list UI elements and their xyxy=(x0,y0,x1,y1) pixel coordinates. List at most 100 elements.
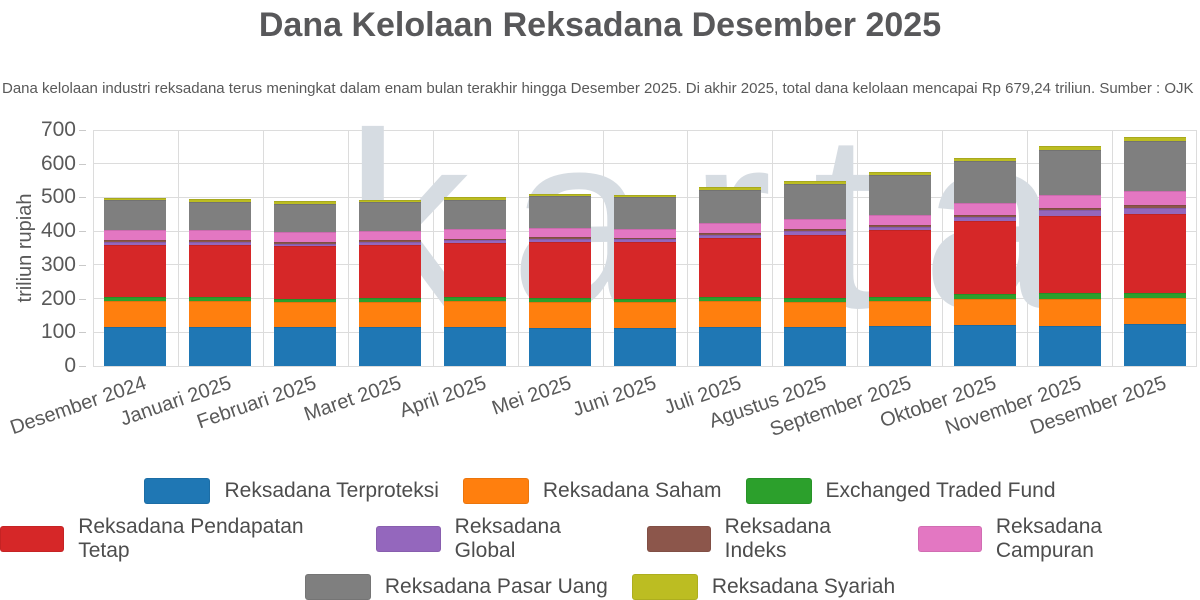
bar-segment-reksadana-terproteksi xyxy=(274,327,337,366)
legend-label-reksadana-syariah: Reksadana Syariah xyxy=(711,575,896,598)
bar-segment-reksadana-terproteksi xyxy=(698,327,761,366)
v-gridline-3 xyxy=(347,130,349,366)
bar-segment-reksadana-syariah xyxy=(783,181,846,185)
y-tick-mark-100 xyxy=(79,332,86,334)
bar-segment-reksadana-campuran xyxy=(189,230,252,241)
legend-row-2: Reksadana Pendapatan Tetap Reksadana Glob… xyxy=(0,515,1200,563)
legend-swatch-reksadana-pasar-uang-icon xyxy=(304,574,371,600)
bar-segment-reksadana-global xyxy=(104,241,167,245)
bar-segment-reksadana-global xyxy=(1123,207,1186,214)
y-axis: 0 100 200 300 400 500 600 700 xyxy=(0,119,86,377)
bar-segment-reksadana-pasar-uang xyxy=(1123,141,1186,191)
y-tick-mark-400 xyxy=(79,231,86,233)
bar-segment-reksadana-indeks xyxy=(1038,207,1101,211)
bar-segment-reksadana-indeks xyxy=(953,214,1016,218)
bar-segment-exchanged-traded-fund xyxy=(1123,292,1186,299)
bar-segment-reksadana-global xyxy=(359,241,422,245)
bar-segment-reksadana-indeks xyxy=(1123,204,1186,208)
bar-segment-reksadana-indeks xyxy=(104,239,167,242)
bar-segment-reksadana-terproteksi xyxy=(953,325,1016,366)
bar-segment-reksadana-syariah xyxy=(274,201,337,204)
bar-segment-reksadana-syariah xyxy=(698,187,761,191)
y-tick-label-200: 200 xyxy=(40,286,76,310)
bar-segment-reksadana-indeks xyxy=(359,240,422,242)
bar-juni-2025 xyxy=(603,130,688,366)
legend-item-reksadana-syariah: Reksadana Syariah xyxy=(631,574,896,600)
bar-segment-exchanged-traded-fund xyxy=(783,297,846,302)
bar-segment-reksadana-saham xyxy=(698,301,761,328)
h-gridline-600 xyxy=(93,163,1197,165)
bar-segment-exchanged-traded-fund xyxy=(1038,292,1101,299)
bar-segment-reksadana-saham xyxy=(953,299,1016,326)
bar-segment-reksadana-indeks xyxy=(698,232,761,235)
bar-segment-reksadana-syariah xyxy=(953,157,1016,162)
y-tick-label-100: 100 xyxy=(40,320,76,344)
v-gridline-0 xyxy=(93,130,94,366)
bar-segment-reksadana-pasar-uang xyxy=(613,197,676,229)
bar-september-2025 xyxy=(857,130,942,366)
bar-segment-reksadana-global xyxy=(189,241,252,245)
bar-segment-reksadana-global xyxy=(529,238,592,242)
bar-segment-reksadana-pendapatan-tetap xyxy=(529,241,592,298)
bar-segment-reksadana-pasar-uang xyxy=(274,203,337,233)
bar-segment-reksadana-pasar-uang xyxy=(359,202,422,231)
bar-segment-reksadana-indeks xyxy=(613,237,676,240)
bar-segment-reksadana-saham xyxy=(868,300,931,326)
bar-segment-reksadana-saham xyxy=(444,300,507,327)
bar-stack-september-2025 xyxy=(868,171,931,366)
v-gridline-10 xyxy=(942,130,944,366)
legend-item-exchanged-traded-fund: Exchanged Traded Fund xyxy=(745,478,1056,504)
bar-segment-reksadana-pendapatan-tetap xyxy=(359,244,422,298)
bar-segment-reksadana-syariah xyxy=(359,199,422,203)
legend-label-reksadana-saham: Reksadana Saham xyxy=(542,479,722,502)
bar-segment-exchanged-traded-fund xyxy=(613,298,676,303)
bar-segment-reksadana-syariah xyxy=(104,197,167,200)
bar-desember-2024 xyxy=(93,130,178,366)
bar-segment-reksadana-saham xyxy=(783,301,846,327)
y-tick-mark-200 xyxy=(79,298,86,300)
legend-row-3: Reksadana Pasar Uang Reksadana Syariah xyxy=(0,574,1200,600)
legend-item-reksadana-terproteksi: Reksadana Terproteksi xyxy=(144,478,439,504)
bar-stack-mei-2025 xyxy=(529,193,592,366)
legend-label-reksadana-global: Reksadana Global xyxy=(454,515,561,562)
y-tick-label-700: 700 xyxy=(40,118,76,141)
bar-segment-reksadana-pasar-uang xyxy=(953,161,1016,204)
bar-segment-exchanged-traded-fund xyxy=(104,296,167,301)
bar-segment-exchanged-traded-fund xyxy=(274,298,337,303)
bar-segment-reksadana-terproteksi xyxy=(613,327,676,366)
bars-layer xyxy=(93,130,1197,366)
y-tick-mark-300 xyxy=(79,264,86,266)
bar-mei-2025 xyxy=(518,130,603,366)
bar-segment-reksadana-campuran xyxy=(444,228,507,239)
bar-segment-reksadana-pendapatan-tetap xyxy=(613,242,676,299)
x-tick-label-juni-2025: Juni 2025 xyxy=(569,372,660,422)
bar-segment-reksadana-indeks xyxy=(868,224,931,227)
legend-item-reksadana-pendapatan-tetap: Reksadana Pendapatan Tetap xyxy=(0,515,352,563)
bar-segment-reksadana-campuran xyxy=(698,223,761,233)
bar-segment-reksadana-campuran xyxy=(868,214,931,225)
bar-segment-reksadana-global xyxy=(698,234,761,238)
bar-segment-reksadana-pasar-uang xyxy=(529,196,592,229)
bar-segment-reksadana-campuran xyxy=(104,229,167,240)
bar-desember-2025 xyxy=(1112,130,1197,366)
bar-segment-reksadana-campuran xyxy=(359,230,422,241)
page-subtitle: Dana kelolaan industri reksadana terus m… xyxy=(2,80,1194,97)
legend-label-reksadana-campuran: Reksadana Campuran xyxy=(995,515,1103,562)
bar-segment-reksadana-global xyxy=(274,243,337,247)
bar-maret-2025 xyxy=(348,130,433,366)
bar-segment-reksadana-saham xyxy=(613,302,676,328)
bar-segment-reksadana-campuran xyxy=(783,219,846,230)
bar-segment-reksadana-pasar-uang xyxy=(189,201,252,231)
legend-item-reksadana-global: Reksadana Global xyxy=(376,515,622,563)
bar-segment-reksadana-syariah xyxy=(189,199,252,202)
bar-juli-2025 xyxy=(687,130,772,366)
bar-segment-reksadana-campuran xyxy=(1038,195,1101,208)
bar-segment-reksadana-terproteksi xyxy=(359,326,422,366)
bar-segment-reksadana-syariah xyxy=(1123,137,1186,142)
bar-segment-reksadana-global xyxy=(1038,210,1101,216)
legend-swatch-reksadana-indeks-icon xyxy=(646,526,711,552)
bar-segment-exchanged-traded-fund xyxy=(189,296,252,301)
bar-segment-reksadana-campuran xyxy=(953,203,1016,215)
bar-segment-reksadana-saham xyxy=(529,301,592,328)
